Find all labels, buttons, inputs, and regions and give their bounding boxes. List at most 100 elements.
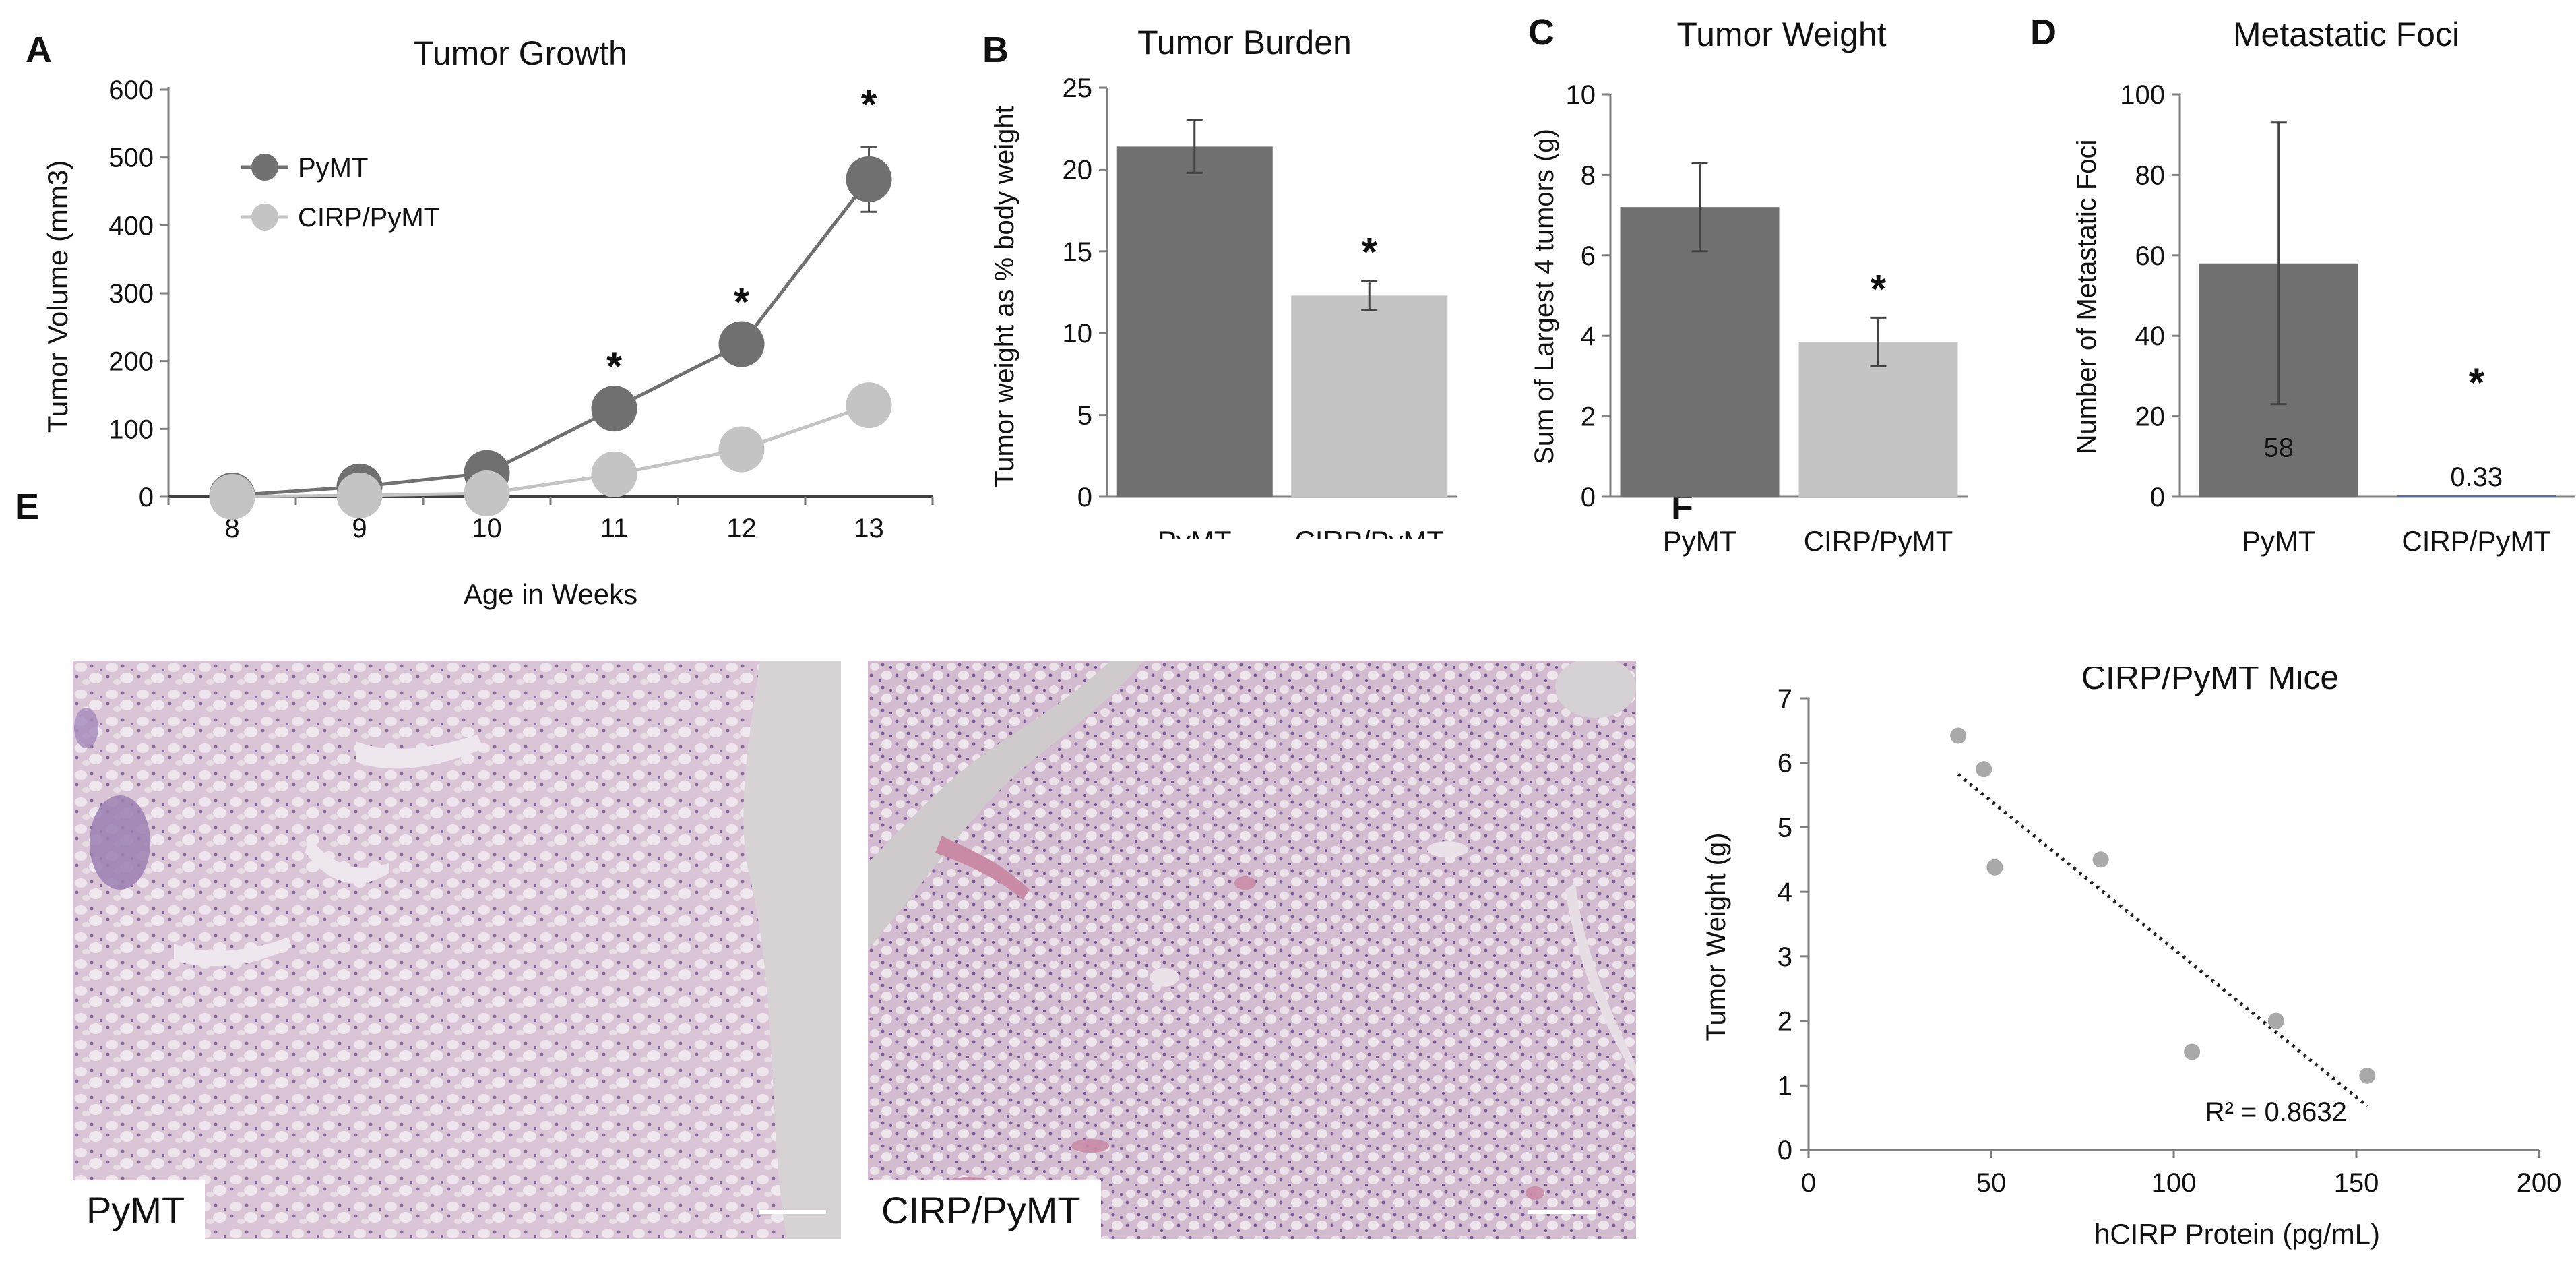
r-squared-annotation: R² = 0.8632	[2205, 1097, 2347, 1127]
y-tick-label: 25	[1063, 73, 1093, 103]
scatter-point	[1950, 727, 1967, 744]
y-tick-label: 300	[108, 279, 154, 309]
data-point-pymt	[718, 321, 765, 367]
legend-marker-pymt	[251, 154, 278, 181]
y-tick-label: 2	[1581, 402, 1596, 432]
y-tick-label: 15	[1063, 237, 1093, 267]
y-tick-label: 0	[139, 483, 154, 512]
scale-bar	[759, 1210, 826, 1214]
y-tick-label: 8	[1581, 160, 1596, 190]
x-tick-label: PyMT	[2242, 525, 2316, 557]
y-tick-label: 5	[1778, 813, 1792, 843]
y-axis-label: Tumor weight as % body weight	[990, 106, 1019, 487]
y-tick-label: 4	[1581, 322, 1596, 351]
histology-label-pymt: PyMT	[73, 1180, 206, 1239]
y-tick-label: 6	[1581, 241, 1596, 271]
data-point-cirp-pymt	[464, 470, 510, 516]
bronchiole-shape	[90, 795, 150, 890]
x-tick-label: PyMT	[1663, 525, 1737, 557]
data-point-cirp-pymt	[718, 426, 765, 473]
x-tick-label: 10	[472, 514, 502, 543]
y-tick-label: 60	[2135, 241, 2166, 271]
x-tick-label: CIRP/PyMT	[1804, 525, 1953, 557]
significance-star: *	[861, 82, 877, 127]
y-tick-label: 600	[108, 75, 154, 105]
data-point-cirp-pymt	[209, 474, 255, 520]
bar-cirp-pymt	[1291, 295, 1448, 497]
data-point-cirp-pymt	[846, 382, 892, 429]
data-point-cirp-pymt	[336, 472, 383, 518]
x-axis-label: Age in Weeks	[464, 578, 637, 610]
significance-star: *	[2469, 360, 2485, 405]
significance-star: *	[734, 280, 750, 325]
y-axis-label: Tumor Weight (g)	[1701, 833, 1731, 1041]
scatter-point	[2267, 1012, 2284, 1029]
y-tick-label: 0	[1581, 483, 1596, 512]
scatter-point	[1976, 761, 1992, 778]
data-point-pymt	[591, 386, 637, 432]
scale-bar	[1528, 1210, 1596, 1214]
y-tick-label: 5	[1077, 401, 1092, 431]
y-tick-label: 4	[1778, 878, 1792, 907]
y-tick-label: 10	[1063, 319, 1093, 348]
y-axis-label: Tumor Volume (mm3)	[42, 160, 73, 433]
y-tick-label: 2	[1778, 1007, 1792, 1037]
significance-star: *	[606, 344, 623, 389]
x-tick-label: 150	[2334, 1168, 2379, 1198]
histology-image-pymt: PyMT	[73, 661, 841, 1239]
tissue-texture-pymt	[73, 661, 841, 1239]
legend-label-cirp: CIRP/PyMT	[298, 203, 440, 233]
histology-label-cirp-pymt: CIRP/PyMT	[868, 1180, 1101, 1239]
series-line-cirp-pymt	[232, 403, 870, 499]
x-tick-label: PyMT	[1158, 525, 1232, 539]
chart-title: CIRP/PyMT Mice	[2081, 667, 2339, 696]
bar-cirp-pymt	[2397, 495, 2556, 498]
tumor-burden-chart: Tumor Burden Tumor weight as % body weig…	[990, 24, 1457, 539]
legend-marker-cirp	[251, 204, 278, 231]
significance-star: *	[1871, 266, 1887, 311]
trendline	[1957, 773, 2368, 1107]
bar-pymt	[1116, 146, 1273, 497]
x-tick-label: 9	[352, 514, 367, 543]
x-tick-label: CIRP/PyMT	[2401, 525, 2551, 557]
y-tick-label: 400	[108, 211, 154, 241]
bar-pymt	[1620, 207, 1780, 497]
y-axis-label: Number of Metastatic Foci	[2072, 140, 2102, 454]
y-tick-label: 1	[1778, 1071, 1792, 1101]
x-tick-label: 100	[2151, 1168, 2197, 1198]
x-tick-label: 13	[854, 514, 884, 543]
cirp-scatter-chart: CIRP/PyMT Mice Tumor Weight (g) hCIRP Pr…	[1701, 667, 2561, 1250]
data-label: 0.33	[2450, 462, 2503, 492]
y-tick-label: 7	[1778, 684, 1792, 714]
y-tick-label: 100	[108, 415, 154, 444]
y-tick-label: 200	[108, 347, 154, 377]
x-axis-label: hCIRP Protein (pg/mL)	[2094, 1218, 2380, 1250]
bar-cirp-pymt	[1798, 342, 1958, 497]
histology-image-cirp-pymt: CIRP/PyMT	[868, 661, 1636, 1239]
scatter-point	[2359, 1067, 2376, 1084]
tissue-texture-cirp-pymt	[868, 661, 1636, 1239]
y-tick-label: 0	[1778, 1136, 1792, 1165]
y-axis-label: Sum of Largest 4 tumors (g)	[1530, 129, 1559, 464]
y-tick-label: 10	[1566, 80, 1596, 110]
scatter-point	[2184, 1043, 2201, 1060]
scatter-point	[1986, 859, 2003, 876]
legend-label-pymt: PyMT	[298, 153, 368, 183]
legend: PyMT CIRP/PyMT	[241, 153, 440, 233]
chart-title: Tumor Growth	[413, 34, 627, 72]
x-tick-label: 12	[726, 514, 757, 543]
data-point-pymt	[846, 156, 892, 202]
y-tick-label: 3	[1778, 942, 1792, 972]
scatter-point	[2092, 851, 2109, 868]
x-tick-label: CIRP/PyMT	[1294, 525, 1444, 539]
chart-title: Tumor Weight	[1676, 16, 1886, 53]
y-tick-label: 40	[2135, 322, 2166, 351]
y-tick-label: 100	[2120, 80, 2165, 110]
x-tick-label: 11	[600, 514, 629, 543]
y-tick-label: 500	[108, 144, 154, 173]
y-tick-label: 20	[2135, 402, 2166, 432]
chart-title: Metastatic Foci	[2233, 16, 2459, 53]
chart-title: Tumor Burden	[1137, 24, 1352, 61]
y-tick-label: 0	[1077, 483, 1092, 512]
x-tick-label: 0	[1801, 1168, 1816, 1198]
